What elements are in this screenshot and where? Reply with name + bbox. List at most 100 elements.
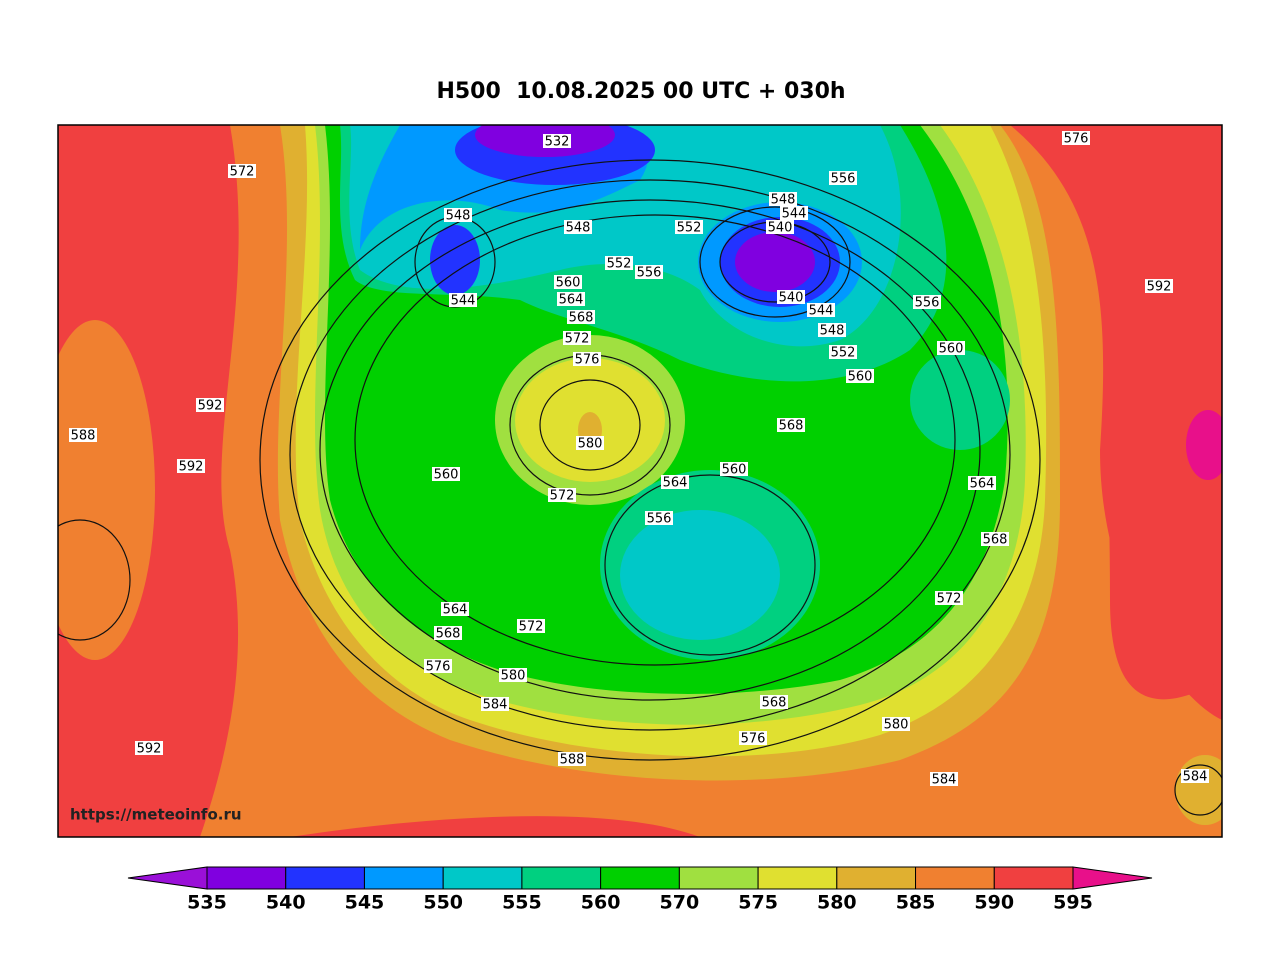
colorbar-label: 580	[817, 892, 857, 914]
contour-label: 576	[426, 660, 451, 675]
colorbar-segment	[206, 866, 287, 890]
colorbar-segment	[757, 866, 838, 890]
label-box	[769, 192, 797, 206]
height-region	[910, 350, 1010, 450]
contour-label: 552	[607, 257, 632, 272]
contour-label: 556	[915, 296, 940, 311]
label-box	[760, 695, 788, 709]
contour-label: 576	[1064, 132, 1089, 147]
colorbar-segment	[285, 866, 365, 890]
label-box	[517, 619, 545, 633]
label-box	[882, 717, 910, 731]
label-box	[543, 134, 571, 148]
contour-label: 560	[722, 463, 747, 478]
colorbar-segment	[678, 866, 759, 890]
colorbar-label: 570	[660, 892, 700, 914]
contour-label: 592	[179, 460, 204, 475]
colorbar-segment	[442, 866, 523, 890]
contour-label: 568	[569, 311, 594, 326]
contour-label: 568	[762, 696, 787, 711]
label-box	[807, 303, 835, 317]
label-box	[829, 171, 857, 185]
label-box	[930, 772, 958, 786]
contour-label: 592	[198, 399, 223, 414]
colorbar: 535 540 545 550 555 560 570 575 580 585 590 595	[127, 866, 1153, 914]
contour-label: 544	[809, 304, 834, 319]
colorbar-segment	[915, 866, 995, 890]
contour-label: 588	[71, 429, 96, 444]
contour-label: 556	[637, 266, 662, 281]
contour-label: 548	[771, 193, 796, 208]
label-box	[548, 488, 576, 502]
label-box	[424, 659, 452, 673]
colorbar-label: 550	[423, 892, 463, 914]
label-box	[720, 462, 748, 476]
contour-label: 556	[647, 512, 672, 527]
label-box	[563, 331, 591, 345]
contour-label: 584	[932, 773, 957, 788]
contour-label: 552	[831, 346, 856, 361]
label-box	[499, 668, 527, 682]
contour-label: 552	[677, 221, 702, 236]
contour-label: 592	[1147, 280, 1172, 295]
contour-label: 564	[663, 476, 688, 491]
colorbar-label: 545	[345, 892, 385, 914]
contour-label: 592	[137, 742, 162, 757]
colorbar-segment	[836, 866, 917, 890]
colorbar-segment	[600, 866, 680, 890]
contour-label: 580	[501, 669, 526, 684]
label-box	[981, 532, 1009, 546]
label-box	[557, 292, 585, 306]
height-region	[430, 225, 480, 295]
label-box	[558, 752, 586, 766]
label-box	[780, 206, 808, 220]
label-box	[777, 290, 805, 304]
label-box	[228, 164, 256, 178]
height-region	[735, 232, 815, 292]
label-box	[937, 341, 965, 355]
label-box	[1062, 131, 1090, 145]
label-box	[645, 511, 673, 525]
label-box	[564, 220, 592, 234]
label-box	[434, 626, 462, 640]
contour-label: 572	[230, 165, 255, 180]
contour-label: 560	[848, 370, 873, 385]
label-box	[1145, 279, 1173, 293]
label-box	[432, 467, 460, 481]
contour-label: 580	[884, 718, 909, 733]
colorbar-extend	[127, 866, 208, 890]
label-box	[69, 428, 97, 442]
contour-label: 540	[768, 221, 793, 236]
height-region	[58, 320, 155, 660]
label-box	[829, 345, 857, 359]
label-box	[605, 256, 633, 270]
colorbar-label: 585	[896, 892, 936, 914]
contour-label: 572	[519, 620, 544, 635]
contour-label: 588	[560, 753, 585, 768]
contour-label: 568	[436, 627, 461, 642]
colorbar-extend	[1072, 866, 1153, 890]
height-field	[58, 125, 1222, 837]
contour-label: 540	[779, 291, 804, 306]
label-box	[554, 275, 582, 289]
colorbar-label: 535	[187, 892, 227, 914]
colorbar-label: 560	[581, 892, 621, 914]
contour-label: 544	[451, 294, 476, 309]
colorbar-segment	[521, 866, 602, 890]
contour-label: 564	[559, 293, 584, 308]
contour-label: 576	[741, 732, 766, 747]
label-box	[1181, 769, 1209, 783]
label-box	[913, 295, 941, 309]
contour-label: 560	[556, 276, 581, 291]
contour-label: 532	[545, 135, 570, 150]
label-box	[766, 220, 794, 234]
contour-label: 572	[937, 592, 962, 607]
label-box	[635, 265, 663, 279]
map-title: H500 10.08.2025 00 UTC + 030h	[436, 79, 845, 104]
contour-label: 544	[782, 207, 807, 222]
label-box	[739, 731, 767, 745]
contour-label: 572	[565, 332, 590, 347]
contour-label: 560	[434, 468, 459, 483]
contour-label: 560	[939, 342, 964, 357]
